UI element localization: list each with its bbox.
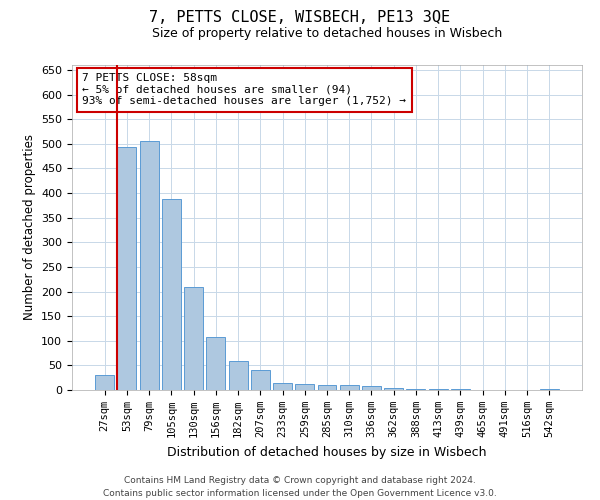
Bar xyxy=(95,375,114,390)
Bar xyxy=(384,388,403,390)
Bar xyxy=(140,142,158,390)
Bar xyxy=(429,389,448,390)
Bar xyxy=(251,370,270,390)
Bar xyxy=(340,385,359,390)
Text: Contains HM Land Registry data © Crown copyright and database right 2024.
Contai: Contains HM Land Registry data © Crown c… xyxy=(103,476,497,498)
Text: 7, PETTS CLOSE, WISBECH, PE13 3QE: 7, PETTS CLOSE, WISBECH, PE13 3QE xyxy=(149,10,451,25)
Bar xyxy=(206,338,225,390)
Bar xyxy=(451,389,470,390)
Bar xyxy=(406,388,425,390)
Bar xyxy=(273,382,292,390)
Bar xyxy=(362,386,381,390)
Bar xyxy=(317,385,337,390)
Bar xyxy=(184,286,203,390)
Title: Size of property relative to detached houses in Wisbech: Size of property relative to detached ho… xyxy=(152,27,502,40)
Bar xyxy=(118,147,136,390)
X-axis label: Distribution of detached houses by size in Wisbech: Distribution of detached houses by size … xyxy=(167,446,487,458)
Bar xyxy=(229,362,248,390)
Text: 7 PETTS CLOSE: 58sqm
← 5% of detached houses are smaller (94)
93% of semi-detach: 7 PETTS CLOSE: 58sqm ← 5% of detached ho… xyxy=(82,73,406,106)
Bar xyxy=(162,200,181,390)
Y-axis label: Number of detached properties: Number of detached properties xyxy=(23,134,35,320)
Bar xyxy=(295,384,314,390)
Bar xyxy=(540,388,559,390)
